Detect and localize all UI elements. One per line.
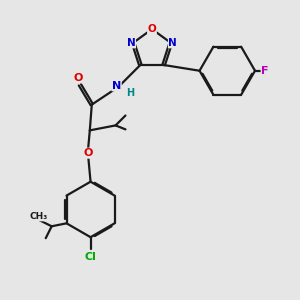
Text: CH₃: CH₃: [30, 212, 48, 221]
Text: Cl: Cl: [85, 252, 97, 262]
Text: N: N: [112, 81, 121, 91]
Text: F: F: [261, 66, 269, 76]
Text: O: O: [83, 148, 92, 158]
Text: N: N: [127, 38, 136, 48]
Text: O: O: [148, 24, 156, 34]
Text: O: O: [73, 73, 83, 83]
Text: N: N: [168, 38, 177, 48]
Text: H: H: [126, 88, 134, 98]
